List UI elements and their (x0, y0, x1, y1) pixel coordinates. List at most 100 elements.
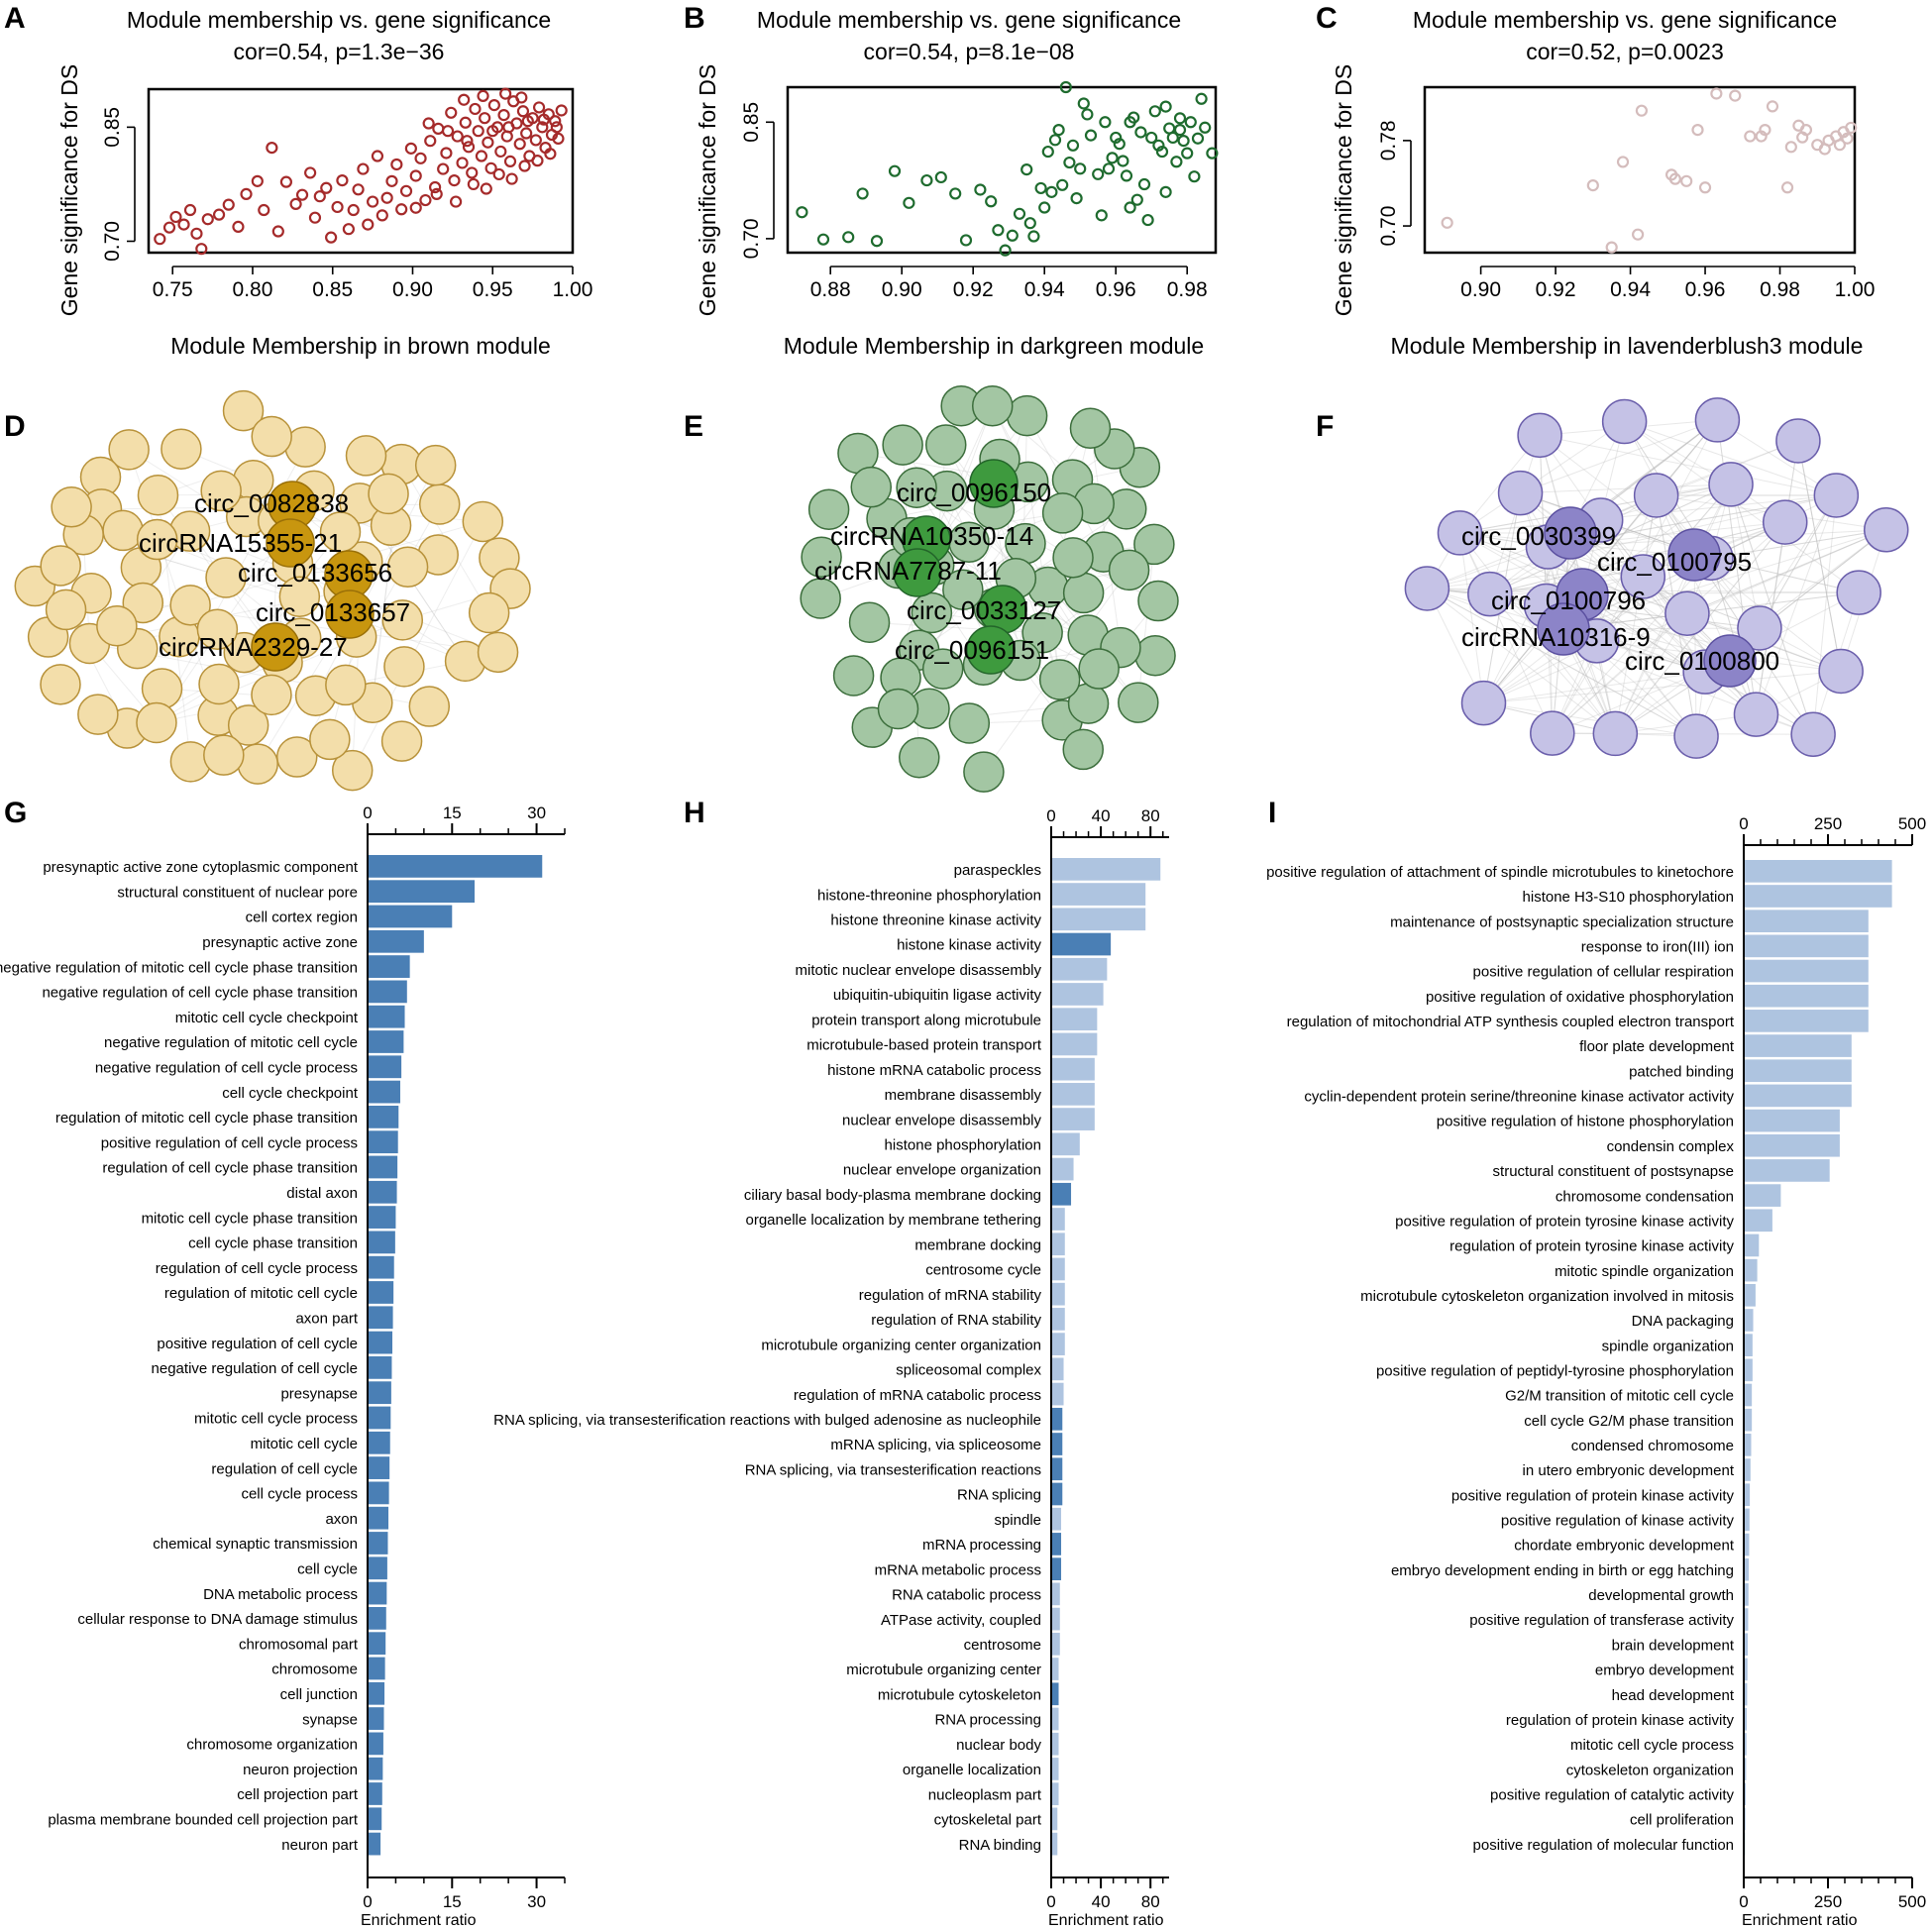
network-f-label-1: circ_0030399 (1461, 521, 1616, 551)
bar-i-category-label: floor plate development (1579, 1038, 1735, 1055)
scatter-b-x-tick-label: 0.94 (1024, 278, 1065, 301)
bar-h-bar (1051, 1658, 1059, 1680)
network-f-edge (1569, 532, 1706, 673)
network-d-node (414, 444, 457, 486)
bar-h-category-label: microtubule-based protein transport (806, 1037, 1042, 1054)
scatter-b-point (1081, 108, 1094, 121)
network-d-node (108, 429, 150, 471)
network-e-node (850, 466, 893, 508)
network-f-edge (1797, 440, 1842, 672)
bar-g-labels: presynaptic active zone cytoplasmic comp… (0, 859, 359, 1854)
network-f-edge (1489, 593, 1616, 734)
bar-g-tick-label: 0 (363, 804, 372, 822)
network-e-node (807, 488, 850, 530)
bar-i-bar (1744, 1733, 1747, 1756)
bar-i-bar (1744, 1658, 1748, 1681)
bar-i-bar (1744, 1159, 1830, 1182)
network-f-edge (1614, 554, 1695, 734)
network-d-node (169, 585, 211, 626)
scatter-b-point (1077, 97, 1090, 110)
network-e-label-3: circRNA7787-11 (814, 556, 1002, 586)
bar-i-category-label: spindle organization (1602, 1338, 1734, 1354)
network-f-edge (1520, 419, 1718, 494)
network-f-edge (1427, 588, 1616, 734)
scatter-b-point (1006, 229, 1019, 242)
bar-i-category-label: mitotic spindle organization (1555, 1263, 1734, 1280)
scatter-a-point (462, 141, 476, 154)
network-e: circ_0096150 circRNA10350-14 circRNA7787… (800, 384, 1179, 793)
network-f-node (1673, 713, 1719, 759)
scatter-b-point (985, 195, 998, 208)
bar-h-bar (1051, 1607, 1060, 1631)
bar-i-bar (1744, 1483, 1751, 1507)
scatter-b-point (1124, 116, 1136, 129)
bar-h-category-label: nucleoplasm part (928, 1786, 1042, 1803)
scatter-c-point (1710, 87, 1723, 100)
scatter-c-point (1845, 121, 1858, 135)
bar-h-category-label: nuclear body (956, 1737, 1041, 1754)
network-f-node (1737, 605, 1782, 651)
scatter-a-point (331, 200, 344, 214)
scatter-c-x-tick-label: 0.98 (1760, 278, 1800, 301)
scatter-c-x-ticks: 0.90 0.92 0.94 0.96 0.98 1.00 (1460, 266, 1875, 301)
network-d-node (462, 500, 504, 543)
bar-i-labels: positive regulation of attachment of spi… (1266, 864, 1735, 1854)
scatter-b-point (903, 196, 915, 209)
network-f-edge (1483, 702, 1697, 737)
scatter-b-point (934, 170, 947, 184)
network-e-node (832, 655, 875, 697)
scatter-a-point (430, 187, 443, 201)
bar-i-bar (1744, 1358, 1753, 1382)
bar-h-category-label: histone mRNA catabolic process (827, 1062, 1041, 1079)
bar-i-bar (1744, 1209, 1772, 1233)
bar-h-bar (1051, 1632, 1060, 1656)
bar-h-bar (1051, 1582, 1060, 1606)
bar-g-bottom-axis: 0 15 30 (363, 1876, 566, 1911)
bar-i-bar (1744, 885, 1892, 908)
scatter-b-point (1120, 169, 1133, 182)
scatter-b-point (959, 234, 973, 247)
bar-h-category-label: membrane disassembly (885, 1087, 1042, 1104)
bar-i-category-label: positive regulation of histone phosphory… (1437, 1114, 1734, 1130)
scatter-a-point (424, 135, 437, 148)
bar-g-category-label: negative regulation of cell cycle proces… (95, 1059, 358, 1076)
bar-chart-i: 0 250 500 positive regulation of attachmen… (1266, 814, 1926, 1929)
scatter-a-point (529, 134, 542, 147)
scatter-a-point (549, 115, 562, 128)
network-f-hub-node (1667, 528, 1721, 582)
scatter-a-point (552, 132, 565, 145)
bar-g-bar (368, 1231, 395, 1254)
bar-i-bar (1744, 1059, 1852, 1083)
bar-h-tick-label: 40 (1092, 806, 1111, 825)
scatter-a-x-tick-label: 0.80 (233, 278, 273, 301)
network-f-edge (1581, 593, 1697, 737)
scatter-b-point (1102, 162, 1116, 175)
scatter-a-point (487, 99, 500, 112)
scatter-b-point (1166, 131, 1179, 145)
scatter-b-point (1145, 131, 1158, 145)
network-e-node (942, 569, 984, 611)
network-f-node (1813, 473, 1860, 518)
bar-g-bar (368, 1607, 386, 1630)
network-d: circ_0082838 circRNA15355-21 circ_013365… (14, 389, 531, 792)
scatter-a-point (472, 125, 484, 138)
bar-i-category-label: head development (1612, 1687, 1735, 1704)
network-d-node (278, 576, 321, 617)
scatter-b-point (974, 183, 987, 196)
network-f-hub-node (1703, 634, 1757, 688)
bar-i-bar (1744, 1010, 1869, 1032)
bar-h-bar (1051, 1407, 1063, 1431)
bar-i-category-label: mitotic cell cycle process (1570, 1737, 1734, 1754)
bar-i-tick-label: 0 (1739, 1892, 1748, 1911)
scatter-b-x-tick-label: 0.90 (882, 278, 922, 301)
bar-g-bar (368, 1681, 385, 1705)
scatter-a-point (304, 166, 317, 179)
network-e-node (899, 737, 940, 779)
scatter-b-point (1020, 163, 1033, 176)
network-e-node (948, 702, 991, 744)
network-e-label-5: circ_0096151 (895, 635, 1049, 665)
scatter-a-point (497, 108, 510, 122)
scatter-a-point (376, 209, 388, 222)
network-f-hub-node (1537, 602, 1590, 656)
scatter-a-point (469, 102, 482, 116)
